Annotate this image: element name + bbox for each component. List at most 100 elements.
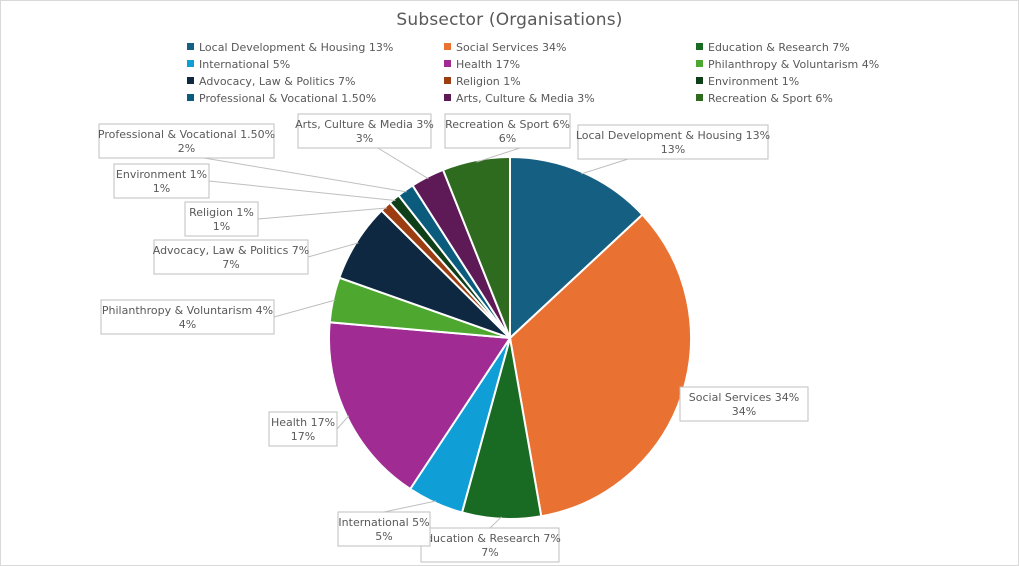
legend-label: Arts, Culture & Media 3% — [456, 92, 595, 105]
legend-swatch — [444, 94, 451, 101]
data-label: Religion 1%1% — [184, 201, 259, 237]
legend-swatch — [444, 60, 451, 67]
data-label-value: 1% — [213, 220, 230, 233]
legend-swatch — [696, 43, 703, 50]
data-label-value: 4% — [179, 318, 196, 331]
legend-item: Arts, Culture & Media 3% — [444, 92, 595, 105]
legend-swatch — [444, 43, 451, 50]
data-label-name: Advocacy, Law & Politics 7% — [153, 244, 310, 257]
leader-line — [208, 180, 396, 201]
leader-line — [257, 207, 388, 220]
data-label-value: 2% — [178, 142, 195, 155]
legend-item: Social Services 34% — [444, 41, 566, 54]
data-label-name: Health 17% — [271, 416, 335, 429]
legend-label: Local Development & Housing 13% — [199, 41, 394, 54]
data-label-box — [98, 123, 275, 159]
leader-line — [336, 415, 350, 430]
leader-line — [489, 516, 502, 529]
legend-item: Philanthropy & Voluntarism 4% — [696, 58, 879, 71]
chart-title: Subsector (Organisations) — [396, 10, 623, 30]
data-label: Advocacy, Law & Politics 7%7% — [153, 239, 310, 275]
legend-label: Education & Research 7% — [708, 41, 850, 54]
data-label-box — [100, 299, 275, 335]
data-label: Education & Research 7%7% — [419, 527, 561, 563]
leader-line — [377, 147, 429, 180]
leader-lines — [203, 147, 681, 529]
data-label-value: 1% — [153, 182, 170, 195]
leader-line — [307, 242, 359, 258]
legend-item: Advocacy, Law & Politics 7% — [187, 75, 356, 88]
data-label: Arts, Culture & Media 3%3% — [295, 113, 434, 149]
legend-swatch — [187, 77, 194, 84]
legend-label: Recreation & Sport 6% — [708, 92, 833, 105]
data-label: Environment 1%1% — [113, 163, 210, 199]
data-label-box — [444, 113, 571, 149]
pie-slice — [509, 155, 644, 341]
leader-line — [203, 157, 407, 193]
leader-line — [581, 158, 629, 175]
data-label-box — [337, 511, 431, 547]
data-label-name: Social Services 34% — [689, 391, 799, 404]
data-label: Social Services 34%34% — [679, 386, 809, 422]
data-label: Local Development & Housing 13%13% — [576, 124, 770, 160]
data-label-name: Recreation & Sport 6% — [445, 118, 570, 131]
data-label-box — [268, 411, 338, 447]
pie-slice — [328, 321, 512, 491]
data-label: International 5%5% — [337, 511, 431, 547]
legend-item: Recreation & Sport 6% — [696, 92, 833, 105]
data-label-name: Environment 1% — [116, 168, 207, 181]
data-label-name: Philanthropy & Voluntarism 4% — [102, 304, 273, 317]
legend-label: Environment 1% — [708, 75, 800, 88]
data-label-value: 7% — [481, 546, 498, 559]
data-label: Health 17%17% — [268, 411, 338, 447]
data-label-box — [679, 386, 809, 422]
data-label-value: 13% — [661, 143, 685, 156]
legend-item: Health 17% — [444, 58, 520, 71]
legend-item: Environment 1% — [696, 75, 799, 88]
data-label: Philanthropy & Voluntarism 4%4% — [100, 299, 275, 335]
data-label-name: International 5% — [338, 516, 429, 529]
legend-label: Health 17% — [456, 58, 521, 71]
data-label: Recreation & Sport 6%6% — [444, 113, 571, 149]
data-label-name: Religion 1% — [189, 206, 254, 219]
legend-label: Religion 1% — [456, 75, 521, 88]
legend-label: International 5% — [199, 58, 291, 71]
data-label: Professional & Vocational 1.50%2% — [98, 123, 275, 159]
data-label-name: Education & Research 7% — [419, 532, 561, 545]
data-label-value: 3% — [356, 132, 373, 145]
legend-swatch — [187, 60, 194, 67]
legend-swatch — [696, 60, 703, 67]
data-label-box — [184, 201, 259, 237]
legend-item: Religion 1% — [444, 75, 521, 88]
data-label-box — [577, 124, 769, 160]
data-label-value: 17% — [291, 430, 315, 443]
data-label-value: 34% — [732, 405, 756, 418]
legend-swatch — [696, 77, 703, 84]
data-label-value: 5% — [375, 530, 392, 543]
legend-swatch — [187, 43, 194, 50]
legend-label: Social Services 34% — [456, 41, 567, 54]
legend-item: International 5% — [187, 58, 290, 71]
data-label-name: Professional & Vocational 1.50% — [98, 128, 275, 141]
data-label-box — [153, 239, 309, 275]
leader-line — [383, 500, 437, 513]
legend-swatch — [187, 94, 194, 101]
data-label-value: 6% — [499, 132, 516, 145]
data-label-name: Local Development & Housing 13% — [576, 129, 770, 142]
legend-item: Local Development & Housing 13% — [187, 41, 393, 54]
data-label-box — [420, 527, 560, 563]
legend-item: Professional & Vocational 1.50% — [187, 92, 376, 105]
leader-line — [273, 299, 336, 318]
data-label-box — [297, 113, 432, 149]
legend-swatch — [444, 77, 451, 84]
leader-line — [476, 147, 521, 163]
data-label-name: Arts, Culture & Media 3% — [295, 118, 434, 131]
legend-label: Professional & Vocational 1.50% — [199, 92, 377, 105]
data-label-box — [113, 163, 210, 199]
pie-slice — [441, 155, 511, 339]
legend-label: Advocacy, Law & Politics 7% — [199, 75, 356, 88]
legend-item: Education & Research 7% — [696, 41, 850, 54]
legend-label: Philanthropy & Voluntarism 4% — [708, 58, 880, 71]
data-label-value: 7% — [222, 258, 239, 271]
